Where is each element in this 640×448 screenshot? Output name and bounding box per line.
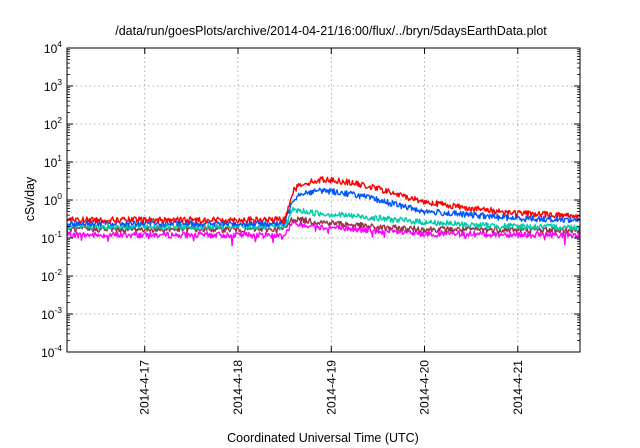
x-tick-label: 2014-4-19 (324, 360, 338, 415)
y-tick-label: 102 (44, 115, 62, 132)
series-line (67, 187, 581, 228)
y-tick-label: 10-2 (41, 267, 62, 284)
series-layer (66, 176, 581, 247)
x-tick-label: 2014-4-18 (231, 360, 245, 415)
y-tick-label: 101 (44, 153, 62, 170)
series-line (66, 176, 580, 224)
chart-title: /data/run/goesPlots/archive/2014-04-21/1… (115, 24, 547, 38)
x-tick-label: 2014-4-20 (418, 360, 432, 415)
y-tick-label: 10-1 (41, 229, 62, 246)
x-tick-label: 2014-4-17 (138, 360, 152, 415)
series-line (66, 206, 581, 231)
x-axis-label: Coordinated Universal Time (UTC) (227, 431, 419, 445)
x-axis: 2014-4-17 2014-4-18 2014-4-19 2014-4-20 2014… (138, 48, 525, 415)
x-tick-label: 2014-4-21 (511, 360, 525, 415)
y-tick-label: 103 (44, 77, 62, 94)
y-tick-label: 10-4 (41, 343, 62, 360)
y-axis: 10-4 10-3 10-2 10-1 100 101 102 103 104 (41, 39, 580, 360)
series-line (66, 216, 581, 234)
y-axis-label: cSv/day (23, 176, 37, 221)
y-tick-label: 100 (44, 191, 62, 208)
y-tick-label: 104 (44, 39, 62, 56)
grid (67, 48, 580, 352)
series-line (66, 220, 581, 247)
y-tick-label: 10-3 (41, 305, 62, 322)
